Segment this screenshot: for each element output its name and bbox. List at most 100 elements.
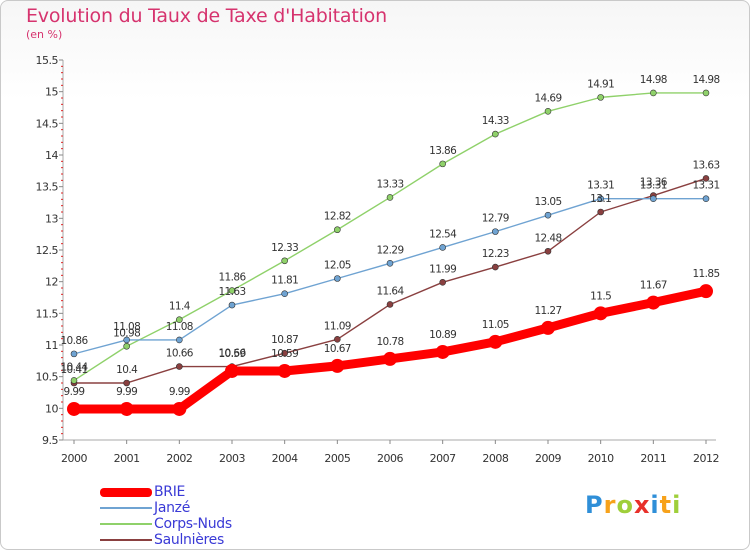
data-point: [492, 228, 499, 235]
data-label: 12.48: [534, 232, 561, 244]
data-point: [70, 377, 78, 384]
data-label: 11.99: [429, 263, 456, 275]
x-tick-label: 2007: [430, 452, 456, 465]
data-label: 11.86: [218, 272, 246, 284]
data-label: 13.1: [590, 193, 611, 205]
x-tick-label: 2002: [166, 452, 192, 465]
logo-letter: x: [633, 491, 651, 519]
y-tick-label: 11: [45, 339, 58, 352]
legend-label: Janzé: [154, 500, 191, 516]
data-point: [597, 195, 604, 202]
y-tick-label: 12.5: [36, 244, 59, 257]
logo-letter: r: [603, 491, 617, 519]
data-label: 12.29: [376, 244, 403, 256]
data-point: [383, 351, 397, 366]
data-label: 11.5: [590, 290, 611, 302]
data-label: 13.36: [640, 177, 668, 189]
data-point: [650, 89, 657, 97]
data-point: [492, 263, 499, 271]
series-corps-nuds: [70, 89, 710, 384]
data-label: 14.98: [640, 74, 667, 86]
data-point: [544, 211, 552, 219]
x-tick-label: 2008: [482, 452, 508, 465]
x-tick-label: 2010: [588, 452, 614, 465]
data-point: [386, 259, 394, 267]
data-label: 10.59: [271, 348, 298, 360]
data-point: [702, 89, 710, 97]
y-tick-label: 14.5: [36, 117, 59, 130]
data-point: [386, 194, 394, 201]
data-point: [119, 401, 134, 416]
data-label: 13.33: [376, 178, 403, 190]
proxiti-logo: Proxiti: [585, 491, 681, 519]
data-point: [70, 350, 78, 358]
data-label: 10.59: [218, 348, 245, 360]
data-label: 14.91: [587, 78, 614, 90]
data-label: 10.4: [116, 364, 138, 376]
data-point: [544, 108, 552, 115]
data-point: [277, 363, 292, 378]
legend-label: BRIE: [154, 484, 186, 500]
series-brie: [67, 284, 713, 416]
data-point: [439, 278, 446, 286]
data-point: [172, 401, 187, 416]
data-label: 11.08: [166, 321, 193, 333]
data-point: [228, 287, 236, 294]
data-point: [281, 349, 288, 357]
data-point: [330, 358, 345, 373]
data-label: 11.85: [692, 268, 719, 280]
chart-subtitle: (en %): [26, 28, 63, 41]
logo-letter: t: [659, 491, 673, 519]
legend-swatch: [100, 507, 152, 509]
data-label: 10.87: [271, 334, 298, 346]
x-tick-label: 2000: [61, 452, 87, 465]
data-label: 10.78: [376, 336, 403, 348]
data-point: [123, 379, 130, 387]
data-label: 11.4: [169, 301, 191, 313]
data-label: 11.27: [534, 305, 561, 317]
data-point: [281, 290, 288, 298]
legend-label: Corps-Nuds: [154, 516, 232, 532]
data-point: [650, 195, 657, 202]
data-point: [541, 320, 555, 335]
data-point: [176, 316, 183, 323]
chart-axes: 9.5 10 10.5 11 11.5 12 12.5 13 13.5 14 14.5 15 15.5 2…: [36, 54, 720, 465]
data-point: [176, 363, 183, 370]
logo-letter: P: [585, 491, 604, 519]
data-label: 14.98: [692, 74, 719, 86]
line-chart: 9.5 10 10.5 11 11.5 12 12.5 13 13.5 14 14.5 15 15.5 2…: [36, 54, 721, 465]
data-label: 12.23: [482, 248, 509, 260]
x-tick-label: 2012: [693, 452, 719, 465]
x-tick-label: 2009: [535, 452, 561, 465]
data-point: [281, 257, 288, 265]
legend-swatch: [100, 523, 152, 525]
legend-swatch: [100, 539, 152, 541]
x-tick-label: 2001: [114, 452, 140, 465]
y-tick-label: 15: [45, 86, 58, 99]
data-point: [597, 208, 604, 216]
data-point: [228, 301, 236, 309]
data-label: 14.69: [534, 92, 561, 104]
data-point: [597, 94, 604, 101]
data-label: 13.05: [534, 196, 561, 208]
data-label: 13.31: [640, 180, 667, 192]
data-label: 12.79: [482, 213, 509, 225]
data-label: 10.86: [60, 335, 88, 347]
y-tick-label: 13.5: [36, 181, 59, 194]
data-point: [67, 401, 81, 416]
data-label: 13.31: [587, 180, 614, 192]
legend-swatch: [100, 487, 152, 497]
x-tick-label: 2004: [272, 452, 298, 465]
data-label: 10.67: [324, 343, 351, 355]
logo-letter: i: [672, 491, 682, 519]
data-label: 12.33: [271, 242, 298, 254]
data-point: [702, 175, 710, 182]
data-point: [492, 130, 499, 138]
y-tick-label: 13: [45, 212, 58, 225]
data-point: [439, 244, 446, 251]
data-point: [593, 306, 608, 321]
data-label: 10.41: [60, 364, 87, 376]
x-tick-label: 2003: [219, 452, 245, 465]
data-label: 14.33: [482, 115, 509, 127]
